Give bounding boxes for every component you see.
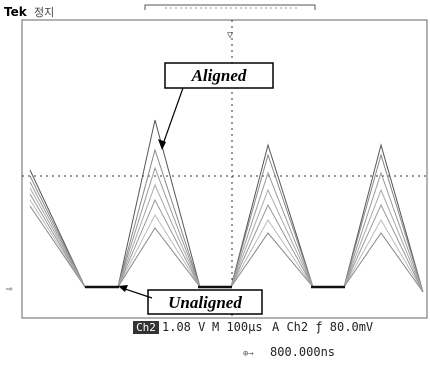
unaligned-arrowhead <box>118 285 128 292</box>
aligned-label: Aligned <box>191 66 247 85</box>
aligned-arrow <box>162 88 183 147</box>
waveform <box>30 120 423 292</box>
volts-per-div: 1.08 V <box>162 320 205 334</box>
trace <box>30 120 423 292</box>
horizontal-position: 800.000ns <box>270 345 335 359</box>
brand: Tek <box>4 5 28 19</box>
oscilloscope-screen: Tek 정지 ▽ ⇨ Aligned Unaligned Ch2 1.08 V … <box>0 0 430 369</box>
trigger: A Ch2 ƒ 80.0mV <box>272 320 373 334</box>
unaligned-label: Unaligned <box>168 293 242 312</box>
timebase: M 100µs <box>212 320 263 334</box>
trace <box>30 206 423 292</box>
ground-marker: ⇨ <box>6 282 13 295</box>
run-status: 정지 <box>34 6 54 19</box>
trace <box>30 150 423 292</box>
position-icon: ⊕→ <box>243 349 254 359</box>
trace <box>30 185 423 292</box>
channel: Ch2 <box>136 321 156 334</box>
trace <box>30 168 423 292</box>
